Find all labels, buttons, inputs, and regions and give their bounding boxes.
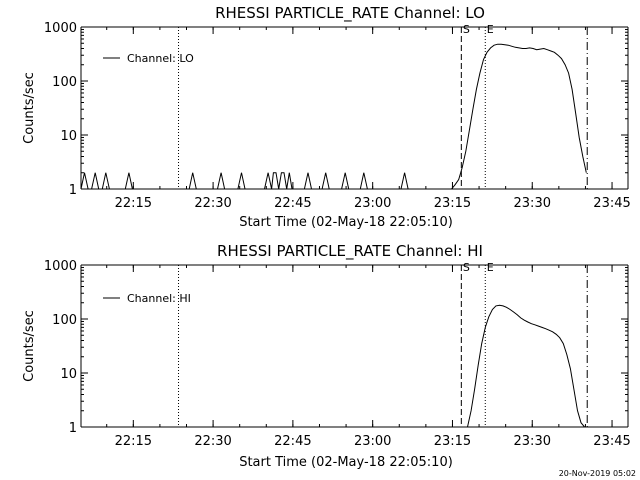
x-tick-label: 23:00 <box>354 196 391 211</box>
footer-timestamp: 20-Nov-2019 05:02 <box>559 469 636 478</box>
x-tick-label: 22:15 <box>115 434 152 449</box>
series-line <box>80 43 587 190</box>
event-marker-label: S <box>463 261 470 274</box>
x-tick-label: 23:15 <box>434 196 471 211</box>
x-tick-label: 23:15 <box>434 434 471 449</box>
event-marker-label: E <box>487 23 494 36</box>
y-axis-label: Counts/sec <box>22 72 37 144</box>
x-axis-label: Start Time (02-May-18 22:05:10) <box>239 215 453 230</box>
event-marker-label: S <box>463 23 470 36</box>
x-tick-label: 23:30 <box>514 196 551 211</box>
y-tick-label: 1000 <box>44 21 77 36</box>
chart-title: RHESSI PARTICLE_RATE Channel: LO <box>215 4 485 23</box>
x-tick-label: 22:30 <box>194 196 231 211</box>
x-tick-label: 23:45 <box>593 434 630 449</box>
chart-panel-hi: RHESSI PARTICLE_RATE Channel: HI Start T… <box>22 242 631 470</box>
y-tick-label: 100 <box>52 313 77 328</box>
y-tick-label: 1 <box>69 421 77 436</box>
chart-title: RHESSI PARTICLE_RATE Channel: HI <box>217 242 483 261</box>
y-tick-label: 1000 <box>44 259 77 274</box>
legend-label: Channel: HI <box>127 292 191 305</box>
x-tick-label: 23:45 <box>593 196 630 211</box>
x-tick-label: 22:45 <box>274 196 311 211</box>
x-tick-label: 22:15 <box>115 196 152 211</box>
x-tick-label: 22:45 <box>274 434 311 449</box>
series-line <box>467 304 585 428</box>
x-tick-label: 22:30 <box>194 434 231 449</box>
event-marker-label: E <box>487 261 494 274</box>
x-tick-label: 23:00 <box>354 434 391 449</box>
x-tick-label: 23:30 <box>514 434 551 449</box>
legend-label: Channel: LO <box>127 52 194 65</box>
x-axis-label: Start Time (02-May-18 22:05:10) <box>239 455 453 470</box>
y-tick-label: 1 <box>69 183 77 198</box>
chart-panel-lo: RHESSI PARTICLE_RATE Channel: LO Start T… <box>22 4 631 230</box>
y-tick-label: 10 <box>60 367 77 382</box>
y-axis-label: Counts/sec <box>22 310 37 382</box>
y-tick-label: 10 <box>60 129 77 144</box>
y-tick-label: 100 <box>52 75 77 90</box>
